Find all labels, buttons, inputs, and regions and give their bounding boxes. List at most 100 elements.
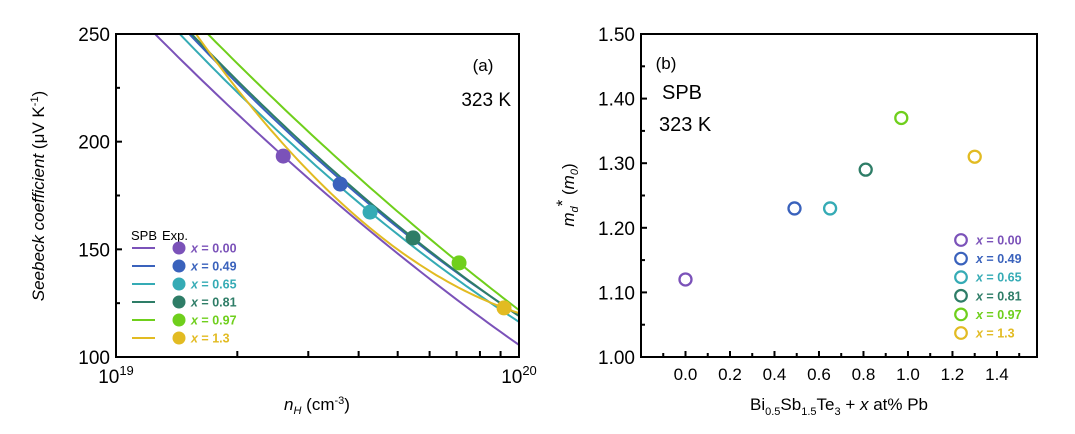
y-axis-title-b-var2: m [559,175,578,189]
x-axis-title-b-part: 0.5 [765,406,780,418]
x-axis-title-b-part: Sb [780,395,801,414]
legend-marker-swatch [172,241,186,255]
legend-label: x = 0.00 [975,234,1022,248]
legend-marker-swatch [954,326,968,340]
y-tick-label-b: 1.00 [598,348,635,369]
legend-marker-swatch [954,288,968,303]
exp-point-0 [275,148,291,164]
x-axis-title-b-part: Te [817,395,835,414]
legend-marker-swatch [954,270,968,285]
y-axis-title-b: md* (m0) [553,163,581,226]
temperature-label-b: 323 K [659,114,712,136]
legend-label: x = 0.97 [975,308,1022,322]
x-axis-title-b-part: at% Pb [868,395,928,414]
legend-marker-swatch [172,295,186,309]
spb-curves [153,34,519,346]
experimental-points [275,148,512,316]
x-axis-title-b-part: Bi [750,395,765,414]
y-axis-title-b-open: ( [559,189,578,200]
exp-point-5 [496,300,512,316]
legend-label: x = 0.81 [975,289,1022,303]
x-tick-label-a: 1019 [98,363,134,388]
x-axis-title-a-close: ) [344,395,350,414]
x-tick-label-a: 1020 [501,363,537,388]
exp-point-4 [451,255,467,271]
x-tick-label-b: 1.4 [985,365,1009,384]
spb-curve-2 [178,34,519,323]
x-tick-label-b: 0.2 [718,365,742,384]
x-tick-label-b: 0.6 [807,365,831,384]
x-axis-title-b-part: x [859,395,869,414]
axis-ticks-b [641,33,1021,358]
x-axis-title-a-sub: H [294,405,302,417]
legend-label: x = 0.49 [975,252,1022,266]
y-axis-title-b-sub: d [569,205,581,212]
x-axis-title-b: Bi0.5Sb1.5Te3 + x at% Pb [750,395,928,418]
y-axis-title-a-close: ) [29,91,48,97]
legend-label: x = 0.49 [190,260,237,274]
y-tick-label-a: 200 [78,133,110,154]
legend-marker-swatch [172,331,186,345]
y-tick-labels-b: 1.00 1.10 1.20 1.30 1.40 1.50 [598,25,635,369]
legend-label: x = 0.97 [190,314,237,328]
spb-curve-3 [190,34,519,317]
y-tick-label-b: 1.20 [598,219,635,240]
legend-row-a: x = 1.3 [132,331,230,346]
mass-point-4 [894,110,909,126]
panel-label-b: (b) [656,54,677,73]
y-axis-title-b-star: * [553,199,572,206]
legend-marker-swatch [172,313,186,327]
spb-curve-0 [153,34,519,346]
exp-point-3 [405,230,421,246]
legend-marker-swatch [172,259,186,273]
y-axis-title-b-close: ) [559,163,578,169]
legend-row-b: x = 0.00 [954,233,1022,248]
x-tick-label-b: 1.0 [896,365,920,384]
spb-curve-4 [206,34,519,311]
x-axis-title-b-part: + [841,395,860,414]
y-tick-label-b: 1.50 [598,25,635,46]
exp-point-1 [332,176,348,192]
mass-point-0 [678,272,693,287]
y-axis-title-a-sup: -1 [29,96,41,106]
y-tick-labels-a: 100 150 200 250 [78,25,110,369]
spb-curve-5 [194,34,519,315]
x-axis-title-a-unit: (cm [301,395,334,414]
model-label-b: SPB [662,82,702,104]
legend-label: x = 1.3 [190,332,230,346]
x-axis-title-a-sup: -3 [335,395,345,407]
y-tick-label-b: 1.10 [598,283,635,304]
legend-a: SPB Exp. x = 0.00 x = 0.49 x = 0.65 x = 0.8… [131,228,237,346]
temperature-label-a: 323 K [461,90,511,111]
legend-marker-swatch [954,307,968,322]
legend-header-spb: SPB [131,228,157,243]
panel-label-a: (a) [473,56,494,75]
legend-row-b: x = 0.81 [954,288,1022,303]
x-axis-title-b-part: 1.5 [801,406,816,418]
mass-point-2 [822,201,838,216]
legend-row-b: x = 1.3 [954,326,1015,341]
y-tick-label-b: 1.40 [598,90,635,111]
x-tick-label-b: 0.8 [852,365,876,384]
y-tick-label-a: 100 [78,348,110,369]
legend-row-a: x = 0.49 [132,259,237,274]
legend-row-b: x = 0.97 [954,307,1022,322]
legend-row-b: x = 0.49 [954,251,1022,266]
y-tick-label-a: 150 [78,240,110,261]
x-tick-labels-a: 1019 1020 [98,363,537,388]
y-axis-title-b-sub2: 0 [569,168,581,175]
legend-label: x = 0.65 [190,278,237,292]
effective-mass-points [678,110,982,287]
legend-header-exp: Exp. [162,228,188,243]
y-tick-label-a: 250 [78,25,110,46]
legend-row-a: x = 0.81 [132,295,237,310]
y-axis-title-b-var: m [559,212,578,226]
mass-point-5 [967,149,982,164]
legend-label: x = 1.3 [975,327,1015,341]
legend-b: x = 0.00 x = 0.49 x = 0.65 x = 0.81 x = 0.97… [954,233,1022,341]
x-axis-title-a-var: n [284,395,293,414]
mass-point-3 [858,162,873,177]
exp-point-2 [362,204,378,220]
x-tick-labels-b: 0.0 0.2 0.4 0.6 0.8 1.0 1.2 1.4 [674,365,1009,384]
